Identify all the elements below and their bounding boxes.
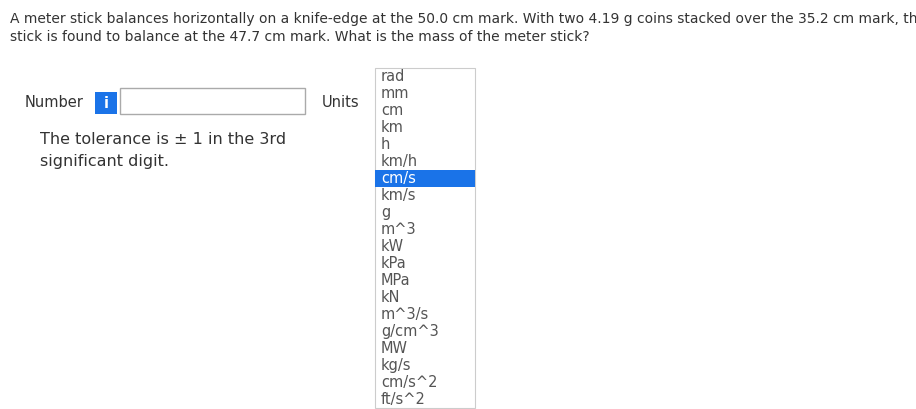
Text: stick is found to balance at the 47.7 cm mark. What is the mass of the meter sti: stick is found to balance at the 47.7 cm… [10,30,590,44]
Text: significant digit.: significant digit. [40,154,169,169]
Bar [375,170,475,187]
Text: km/h: km/h [381,154,418,169]
Text: cm/s^2: cm/s^2 [381,375,438,390]
Text: cm: cm [381,103,403,118]
Text: Units: Units [322,95,360,110]
Text: kW: kW [381,239,404,254]
Text: ft/s^2: ft/s^2 [381,392,426,407]
Bar [95,92,117,114]
Text: Number: Number [25,95,84,110]
Text: MW: MW [381,341,408,356]
Text: km/s: km/s [381,188,417,203]
Text: mm: mm [381,86,409,101]
Text: A meter stick balances horizontally on a knife-edge at the 50.0 cm mark. With tw: A meter stick balances horizontally on a… [10,12,916,26]
Text: The tolerance is ± 1 in the 3rd: The tolerance is ± 1 in the 3rd [40,132,286,147]
Text: kPa: kPa [381,256,407,271]
Text: kg/s: kg/s [381,358,411,373]
Text: MPa: MPa [381,273,410,288]
Text: i: i [104,95,108,110]
Bar [120,88,305,114]
Text: kN: kN [381,290,400,305]
Text: g/cm^3: g/cm^3 [381,324,439,339]
Text: km: km [381,120,404,135]
Text: h: h [381,137,390,152]
Text: m^3: m^3 [381,222,417,237]
Text: m^3/s: m^3/s [381,307,430,322]
Bar [375,68,475,408]
Text: g: g [381,205,390,220]
Text: cm/s: cm/s [381,171,416,186]
Text: rad: rad [381,69,406,84]
